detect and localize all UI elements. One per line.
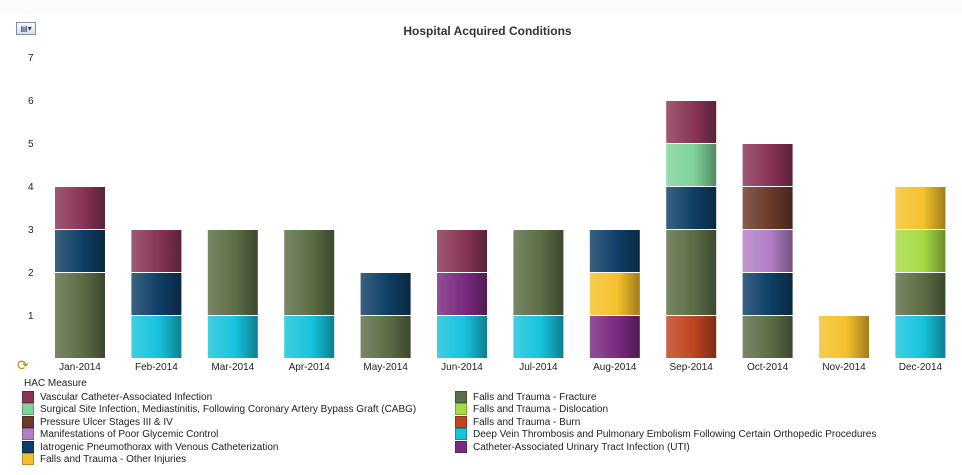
x-tick-label: Sep-2014 <box>670 362 714 373</box>
refresh-button[interactable]: ⟳ <box>17 357 37 373</box>
bar-segment[interactable]: Feb-2014 — Deep Vein Thrombosis and Pulm… <box>131 316 182 358</box>
y-axis: 1 2 3 4 5 6 7 <box>28 53 34 322</box>
bar-segment[interactable]: Apr-2014 — Falls and Trauma - Fracture: … <box>284 230 335 315</box>
bar-segment[interactable]: Dec-2014 — Falls and Trauma - Dislocatio… <box>895 230 946 272</box>
legend-item: Falls and Trauma - Burn <box>455 415 581 429</box>
legend-label: Falls and Trauma - Other Injuries <box>40 454 187 465</box>
legend-item: Manifestations of Poor Glycemic Control <box>22 428 218 441</box>
bar-segment[interactable]: Aug-2014 — Iatrogenic Pneumothorax with … <box>589 230 640 272</box>
x-tick-label: Oct-2014 <box>747 362 789 373</box>
legend-label: Surgical Site Infection, Mediastinitis, … <box>40 404 417 416</box>
x-tick-label: Dec-2014 <box>899 362 943 373</box>
bar-segment[interactable]: Oct-2014 — Pressure Ulcer Stages III & I… <box>742 187 793 229</box>
bar-segment[interactable]: Feb-2014 — Iatrogenic Pneumothorax with … <box>131 273 182 315</box>
y-tick-label: 1 <box>28 311 34 322</box>
legend-label: Pressure Ulcer Stages III & IV <box>40 416 173 428</box>
chart-menu-icon: ▤▾ <box>20 24 32 33</box>
legend-title: HAC Measure <box>24 378 87 389</box>
legend-swatch <box>22 453 34 465</box>
bar-segment[interactable]: Feb-2014 — Vascular Catheter-Associated … <box>131 230 182 272</box>
chart-plot-area: 1 2 3 4 5 6 7 Jan-2014 — Falls and Trauma - Fr… <box>28 53 946 373</box>
bar-segment[interactable]: Dec-2014 — Falls and Trauma - Fracture: … <box>895 273 946 315</box>
bar-segment[interactable]: May-2014 — Falls and Trauma - Fracture: … <box>360 316 411 358</box>
x-axis: Jan-2014 Feb-2014 Mar-2014 Apr-2014 May-2014… <box>59 362 942 373</box>
bar-segment[interactable]: Oct-2014 — Iatrogenic Pneumothorax with … <box>742 273 793 315</box>
window-top-strip <box>0 0 962 14</box>
x-tick-label: Aug-2014 <box>593 362 637 373</box>
bar-segment[interactable]: Sep-2014 — Surgical Site Infection, Medi… <box>666 144 717 186</box>
legend-swatch <box>22 391 34 403</box>
legend-label: Falls and Trauma - Dislocation <box>473 404 609 416</box>
bars-group: Jan-2014 — Falls and Trauma - Fracture: … <box>55 101 946 358</box>
bar-segment[interactable]: Nov-2014 — Falls and Trauma - Other Inju… <box>819 316 869 358</box>
x-tick-label: Apr-2014 <box>289 362 331 373</box>
legend-swatch <box>455 415 467 428</box>
legend-swatch <box>455 403 467 416</box>
y-tick-label: 6 <box>28 96 34 107</box>
x-tick-label: Mar-2014 <box>211 362 254 373</box>
legend-item: Falls and Trauma - Fracture <box>455 391 596 404</box>
chart-menu-button[interactable]: ▤▾ <box>16 22 36 35</box>
legend: Vascular Catheter-Associated Infection Su… <box>22 391 952 471</box>
y-tick-label: 5 <box>28 139 34 150</box>
bar-segment[interactable]: Jul-2014 — Deep Vein Thrombosis and Pulm… <box>513 316 564 358</box>
bar-segment[interactable]: May-2014 — Iatrogenic Pneumothorax with … <box>360 273 411 315</box>
bar-segment[interactable]: Jun-2014 — Deep Vein Thrombosis and Pulm… <box>437 316 487 358</box>
x-tick-label: Jul-2014 <box>519 362 558 373</box>
legend-item: Surgical Site Infection, Mediastinitis, … <box>22 403 416 416</box>
y-tick-label: 2 <box>28 268 34 279</box>
legend-swatch <box>455 428 467 441</box>
bar-segment[interactable]: Jan-2014 — Vascular Catheter-Associated … <box>55 187 105 229</box>
legend-label: Manifestations of Poor Glycemic Control <box>40 429 219 441</box>
bar-segment[interactable]: Jul-2014 — Falls and Trauma - Fracture: … <box>513 230 564 315</box>
y-tick-label: 4 <box>28 182 34 193</box>
chart-title: Hospital Acquired Conditions <box>403 24 572 38</box>
bar-segment[interactable]: Aug-2014 — Catheter-Associated Urinary T… <box>589 316 640 358</box>
bar-segment[interactable]: Jan-2014 — Iatrogenic Pneumothorax with … <box>55 230 105 272</box>
x-tick-label: May-2014 <box>363 362 408 373</box>
bar-segment[interactable]: Mar-2014 — Deep Vein Thrombosis and Pulm… <box>207 316 258 358</box>
bar-segment[interactable]: Apr-2014 — Deep Vein Thrombosis and Pulm… <box>284 316 335 358</box>
bar-segment[interactable]: Jun-2014 — Vascular Catheter-Associated … <box>437 230 487 272</box>
legend-swatch <box>455 391 467 403</box>
legend-item: Vascular Catheter-Associated Infection <box>22 391 212 404</box>
bar-segment[interactable]: Aug-2014 — Falls and Trauma - Other Inju… <box>589 273 640 315</box>
legend-item: Falls and Trauma - Dislocation <box>455 403 608 416</box>
bar-segment[interactable]: Oct-2014 — Vascular Catheter-Associated … <box>742 144 793 186</box>
y-tick-label: 7 <box>28 53 34 64</box>
legend-label: Falls and Trauma - Burn <box>473 416 581 428</box>
legend-item: Deep Vein Thrombosis and Pulmonary Embol… <box>455 428 876 441</box>
legend-label: Deep Vein Thrombosis and Pulmonary Embol… <box>473 429 877 441</box>
x-tick-label: Jan-2014 <box>59 362 101 373</box>
bar-segment[interactable]: Mar-2014 — Falls and Trauma - Fracture: … <box>207 230 258 315</box>
bar-segment[interactable]: Sep-2014 — Falls and Trauma - Fracture: … <box>666 230 717 315</box>
legend-swatch <box>22 440 34 453</box>
bar-segment[interactable]: Sep-2014 — Falls and Trauma - Burn: 1 <box>666 316 717 358</box>
legend-label: Falls and Trauma - Fracture <box>473 392 597 403</box>
legend-item: Falls and Trauma - Other Injuries <box>22 453 186 466</box>
x-tick-label: Nov-2014 <box>822 362 866 373</box>
y-tick-label: 3 <box>28 225 34 236</box>
bar-segment[interactable]: Dec-2014 — Deep Vein Thrombosis and Pulm… <box>895 316 946 358</box>
refresh-icon: ⟳ <box>17 357 29 373</box>
x-tick-label: Feb-2014 <box>135 362 178 373</box>
x-tick-label: Jun-2014 <box>441 362 483 373</box>
bar-segment[interactable]: Oct-2014 — Falls and Trauma - Fracture: … <box>742 316 793 358</box>
legend-swatch <box>455 440 467 453</box>
bar-segment[interactable]: Jun-2014 — Catheter-Associated Urinary T… <box>437 273 487 315</box>
legend-label: Vascular Catheter-Associated Infection <box>40 392 213 403</box>
legend-swatch <box>22 428 34 441</box>
legend-label: Iatrogenic Pneumothorax with Venous Cath… <box>40 441 279 453</box>
legend-item: Catheter-Associated Urinary Tract Infect… <box>455 440 690 454</box>
bar-segment[interactable]: Sep-2014 — Vascular Catheter-Associated … <box>666 101 717 143</box>
legend-swatch <box>22 415 34 428</box>
bar-segment[interactable]: Dec-2014 — Falls and Trauma - Other Inju… <box>895 187 946 229</box>
legend-item: Iatrogenic Pneumothorax with Venous Cath… <box>22 440 279 454</box>
legend-item: Pressure Ulcer Stages III & IV <box>22 415 173 429</box>
bar-segment[interactable]: Jan-2014 — Falls and Trauma - Fracture: … <box>55 273 105 358</box>
legend-label: Catheter-Associated Urinary Tract Infect… <box>473 441 690 453</box>
legend-swatch <box>22 403 34 416</box>
bar-segment[interactable]: Oct-2014 — Manifestations of Poor Glycem… <box>742 230 793 272</box>
bar-segment[interactable]: Sep-2014 — Iatrogenic Pneumothorax with … <box>666 187 717 229</box>
